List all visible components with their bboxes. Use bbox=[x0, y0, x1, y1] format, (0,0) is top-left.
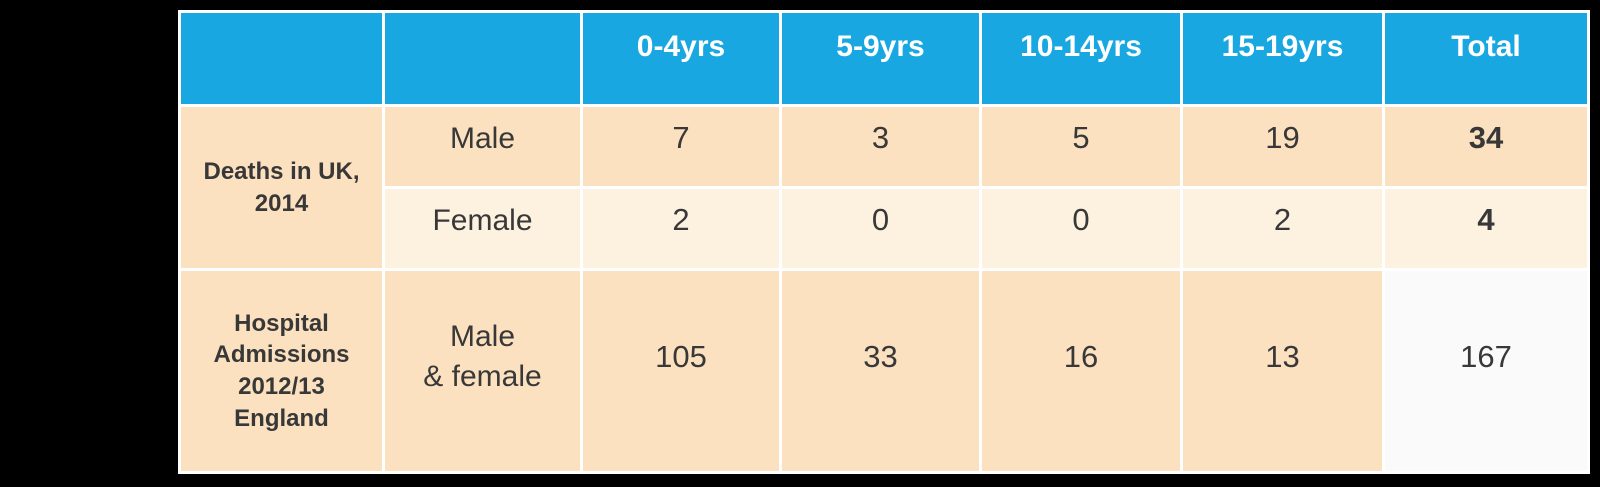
cell-deaths-male-15-19yrs: 19 bbox=[1183, 107, 1382, 186]
cell-deaths-female-5-9yrs: 0 bbox=[782, 189, 979, 268]
row-label-female: Female bbox=[385, 189, 580, 268]
header-cell-total: Total bbox=[1385, 13, 1587, 104]
row-label-male-and-female: Male & female bbox=[385, 271, 580, 471]
row-label-male: Male bbox=[385, 107, 580, 186]
header-cell-5-9yrs: 5-9yrs bbox=[782, 13, 979, 104]
cell-deaths-female-total: 4 bbox=[1385, 189, 1587, 268]
header-cell-10-14yrs: 10-14yrs bbox=[982, 13, 1180, 104]
cell-hospital-total: 167 bbox=[1385, 271, 1587, 471]
header-cell-empty-group bbox=[181, 13, 382, 104]
cell-deaths-female-10-14yrs: 0 bbox=[982, 189, 1180, 268]
table-row-deaths-female: Female 2 0 0 2 4 bbox=[181, 189, 1587, 268]
cell-deaths-female-0-4yrs: 2 bbox=[583, 189, 779, 268]
table-row-hospital-admissions: Hospital Admissions 2012/13 England Male… bbox=[181, 271, 1587, 471]
cell-hospital-10-14yrs: 16 bbox=[982, 271, 1180, 471]
cell-deaths-male-5-9yrs: 3 bbox=[782, 107, 979, 186]
header-cell-empty-subgroup bbox=[385, 13, 580, 104]
group-label-deaths-uk-2014: Deaths in UK, 2014 bbox=[181, 107, 382, 268]
group-label-hospital-admissions: Hospital Admissions 2012/13 England bbox=[181, 271, 382, 471]
table-header-row: 0-4yrs 5-9yrs 10-14yrs 15-19yrs Total bbox=[181, 13, 1587, 104]
header-cell-0-4yrs: 0-4yrs bbox=[583, 13, 779, 104]
cell-deaths-female-15-19yrs: 2 bbox=[1183, 189, 1382, 268]
cell-deaths-male-10-14yrs: 5 bbox=[982, 107, 1180, 186]
cell-hospital-0-4yrs: 105 bbox=[583, 271, 779, 471]
cell-deaths-male-0-4yrs: 7 bbox=[583, 107, 779, 186]
age-breakdown-table: 0-4yrs 5-9yrs 10-14yrs 15-19yrs Total De… bbox=[178, 10, 1590, 474]
header-cell-15-19yrs: 15-19yrs bbox=[1183, 13, 1382, 104]
table-row-deaths-male: Deaths in UK, 2014 Male 7 3 5 19 34 bbox=[181, 107, 1587, 268]
cell-deaths-male-total: 34 bbox=[1385, 107, 1587, 186]
cell-hospital-5-9yrs: 33 bbox=[782, 271, 979, 471]
cell-hospital-15-19yrs: 13 bbox=[1183, 271, 1382, 471]
